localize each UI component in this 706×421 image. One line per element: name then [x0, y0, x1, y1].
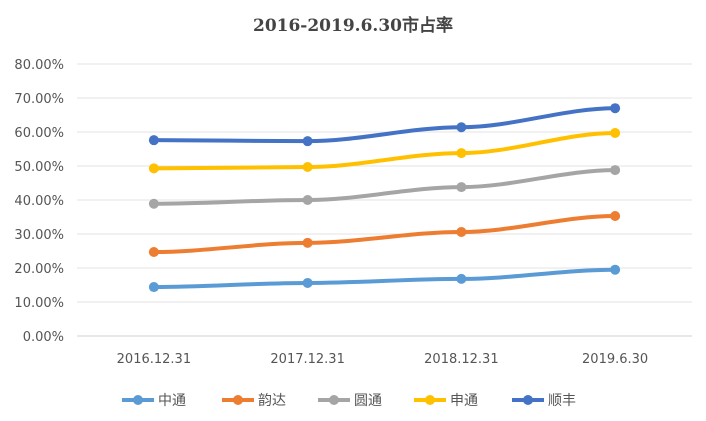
- series-2: [148, 165, 621, 209]
- legend-label: 中通: [158, 393, 186, 409]
- y-tick-label: 10.00%: [14, 296, 64, 311]
- data-point: [610, 264, 621, 275]
- gridlines: [77, 63, 692, 337]
- y-tick-label: 40.00%: [14, 194, 64, 209]
- x-tick-label: 2018.12.31: [424, 352, 498, 367]
- series-3: [148, 128, 621, 174]
- y-tick-label: 70.00%: [14, 92, 64, 107]
- data-point: [456, 148, 467, 159]
- series-line: [151, 213, 618, 255]
- x-tick-label: 2016.12.31: [117, 352, 191, 367]
- data-point: [456, 226, 467, 237]
- y-tick-label: 0.00%: [23, 330, 64, 345]
- legend-marker-icon: [329, 395, 339, 405]
- data-point: [302, 237, 313, 248]
- data-point: [148, 163, 159, 174]
- data-point: [456, 182, 467, 193]
- data-point: [302, 195, 313, 205]
- legend-item: 顺丰: [512, 393, 576, 409]
- data-point: [610, 210, 621, 221]
- series-line: [151, 131, 618, 171]
- series-0: [148, 264, 621, 293]
- legend-marker-icon: [233, 395, 243, 405]
- series-4: [148, 103, 621, 147]
- legend-marker-icon: [133, 395, 143, 405]
- legend-marker-icon: [425, 395, 435, 405]
- legend-label: 圆通: [354, 393, 382, 409]
- y-tick-label: 80.00%: [14, 58, 64, 73]
- data-point: [610, 165, 621, 176]
- y-axis-ticks: 0.00% 10.00% 20.00% 30.00% 40.00% 50.00% 60.00…: [14, 58, 64, 345]
- legend-item: 中通: [122, 393, 186, 409]
- y-tick-label: 50.00%: [14, 160, 64, 175]
- data-point: [302, 136, 313, 147]
- data-point: [610, 128, 621, 139]
- series-line: [151, 267, 618, 290]
- data-point: [456, 122, 467, 133]
- data-point: [302, 162, 313, 173]
- series-line: [151, 168, 618, 206]
- legend-marker-icon: [523, 395, 533, 405]
- data-point: [148, 282, 159, 293]
- legend-label: 申通: [450, 393, 478, 409]
- legend-label: 顺丰: [548, 393, 576, 409]
- chart-title: 2016-2019.6.30市占率: [253, 15, 453, 36]
- legend-item: 韵达: [222, 393, 286, 409]
- series-1: [148, 210, 621, 258]
- y-tick-label: 30.00%: [14, 228, 64, 243]
- x-tick-label: 2017.12.31: [270, 352, 344, 367]
- data-point: [148, 198, 159, 209]
- legend: 中通 韵达 圆通 申通 顺丰: [122, 393, 576, 409]
- data-point: [302, 277, 313, 288]
- data-point: [610, 103, 621, 114]
- series-lines: [148, 103, 621, 293]
- series-line: [151, 106, 618, 144]
- data-point: [148, 135, 159, 146]
- data-point: [456, 273, 467, 284]
- data-point: [148, 247, 159, 258]
- y-tick-label: 60.00%: [14, 126, 64, 141]
- y-tick-label: 20.00%: [14, 262, 64, 277]
- legend-item: 圆通: [318, 393, 382, 409]
- legend-label: 韵达: [258, 393, 286, 409]
- x-tick-label: 2019.6.30: [582, 352, 648, 367]
- x-axis-ticks: 2016.12.31 2017.12.31 2018.12.31 2019.6.30: [117, 352, 649, 367]
- legend-item: 申通: [414, 393, 478, 409]
